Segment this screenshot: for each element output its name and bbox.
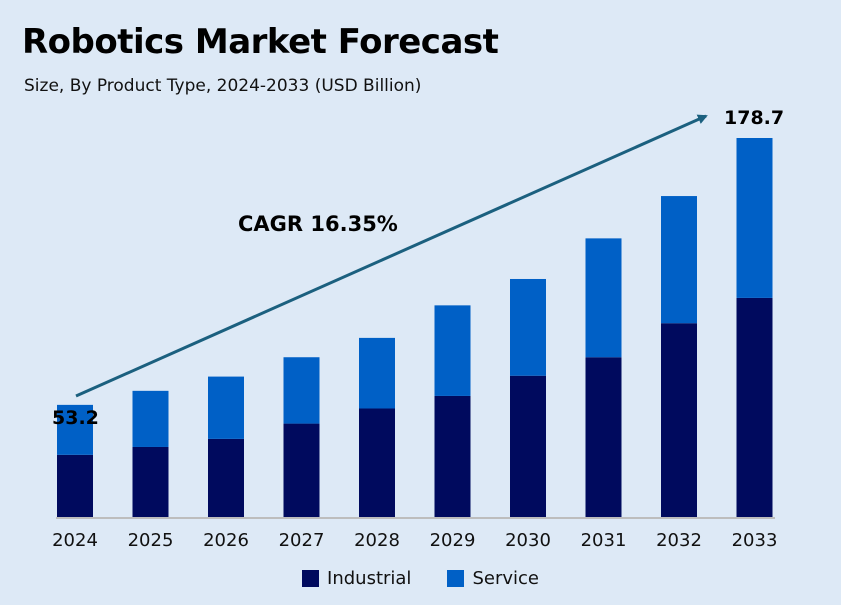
x-tick-label: 2029 (430, 530, 476, 551)
x-tick-label: 2033 (732, 530, 778, 551)
x-tick-label: 2030 (505, 530, 551, 551)
chart-subtitle: Size, By Product Type, 2024-2033 (USD Bi… (24, 76, 422, 96)
x-tick-label: 2027 (279, 530, 325, 551)
bar-service-2025 (132, 390, 169, 447)
x-tick-label: 2026 (203, 530, 249, 551)
legend-label: Industrial (327, 568, 412, 589)
x-tick-label: 2028 (354, 530, 400, 551)
bar-industrial-2024 (57, 454, 93, 518)
bar-industrial-2026 (208, 438, 244, 518)
legend-item-service: Service (447, 568, 539, 589)
x-tick-label: 2025 (128, 530, 174, 551)
x-tick-label: 2031 (581, 530, 627, 551)
bar-service-2029 (434, 305, 471, 396)
bar-industrial-2030 (510, 375, 546, 518)
bar-industrial-2028 (359, 408, 395, 518)
bar-service-2028 (359, 337, 395, 409)
bar-service-2031 (585, 238, 622, 358)
x-tick-label: 2032 (656, 530, 702, 551)
chart-title: Robotics Market Forecast (22, 22, 499, 62)
bar-industrial-2029 (434, 395, 471, 518)
bar-service-2026 (208, 376, 244, 439)
legend-label: Service (472, 568, 539, 589)
bar-service-2032 (661, 196, 697, 324)
legend: Industrial Service (0, 568, 841, 589)
bar-industrial-2027 (283, 423, 320, 518)
bar-service-2027 (283, 357, 320, 424)
bar-service-2024 (57, 404, 93, 455)
legend-item-industrial: Industrial (302, 568, 411, 589)
cagr-arrow (75, 114, 708, 398)
legend-swatch-service (447, 570, 465, 587)
bar-industrial-2025 (132, 446, 169, 518)
bar-service-2033 (736, 138, 773, 298)
data-label-last: 178.7 (724, 107, 784, 129)
bar-industrial-2031 (585, 357, 622, 518)
cagr-annotation: CAGR 16.35% (238, 212, 398, 236)
bar-industrial-2033 (736, 297, 773, 518)
data-label-first: 53.2 (52, 407, 99, 429)
legend-swatch-industrial (302, 570, 320, 587)
bar-industrial-2032 (661, 323, 697, 518)
x-tick-label: 2024 (52, 530, 98, 551)
bar-service-2030 (510, 278, 546, 376)
